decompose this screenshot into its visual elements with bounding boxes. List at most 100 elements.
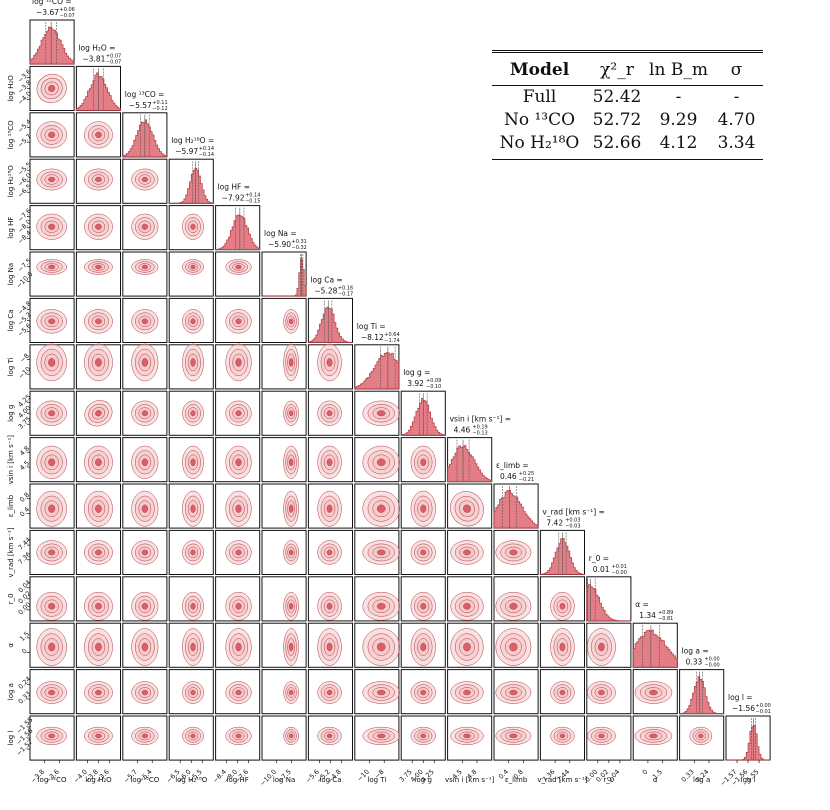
contour-panel: 0.000.020.04r_0	[583, 715, 632, 784]
panel-frame	[400, 529, 446, 576]
contour-panel	[307, 483, 353, 529]
contour-panel	[354, 529, 401, 576]
contour-panel	[75, 622, 121, 668]
contour-panel	[632, 669, 678, 715]
contour-level	[376, 458, 386, 467]
contour-panel	[168, 529, 214, 576]
x-axis-label: log HF	[227, 776, 249, 784]
x-axis-label: r_0	[603, 776, 614, 784]
contour-panel	[493, 576, 539, 622]
model-comparison-table: Model χ²_r ln B_m σ Full 52.42 - - No ¹³…	[492, 50, 763, 160]
contour-level	[559, 733, 566, 739]
param-err-down: −0.21	[519, 477, 534, 483]
panel-frame	[261, 576, 307, 622]
contour-level	[559, 602, 566, 610]
param-title: vsin i [km s⁻¹] =	[450, 415, 511, 424]
contour-level	[95, 458, 102, 467]
y-axis-label: r_0	[7, 593, 15, 604]
contour-level	[326, 458, 333, 467]
table-cell-chi2: 52.42	[592, 87, 642, 107]
table-cell-model: Full	[522, 87, 557, 107]
contour-level	[48, 549, 56, 556]
contour-level	[48, 318, 56, 325]
contour-level	[288, 318, 294, 325]
contour-panel	[75, 669, 121, 715]
param-value: 3.92	[407, 379, 424, 388]
contour-level	[48, 733, 56, 739]
contour-level	[141, 602, 149, 610]
contour-level	[288, 642, 294, 652]
contour-panel	[215, 390, 261, 436]
contour-panel	[400, 669, 446, 715]
histogram-panel: log a = 0.33 +0.00−0.00	[679, 647, 725, 715]
contour-level	[326, 504, 333, 513]
contour-level	[326, 733, 333, 739]
param-title: log ¹²CO =	[32, 0, 72, 6]
contour-level	[420, 549, 427, 556]
contour-level	[463, 504, 471, 513]
param-title: log Ca =	[310, 275, 342, 284]
contour-panel	[493, 529, 539, 576]
contour-panel	[75, 297, 121, 343]
contour-panel	[261, 529, 307, 576]
table-row: No H₂¹⁸O 52.66 4.12 3.34	[492, 132, 763, 155]
contour-panel	[215, 622, 261, 668]
contour-level	[48, 223, 56, 230]
y-axis-label: log ¹³CO	[7, 120, 15, 149]
panel-frame	[122, 669, 168, 715]
histogram-bars	[586, 583, 632, 622]
histogram-panel: log ¹³CO = −5.57 +0.11−0.12	[122, 90, 168, 158]
contour-panel	[400, 529, 446, 576]
contour-level	[649, 733, 658, 739]
param-title: r_0 =	[589, 554, 609, 563]
histogram-panel: v_rad [km s⁻¹] = 7.42 +0.03−0.03	[539, 507, 605, 576]
param-title: log HF =	[218, 183, 250, 192]
histogram-panel: log Na = −5.90 +0.31−0.32	[261, 229, 307, 297]
contour-panel	[354, 437, 401, 483]
param-value: −8.12	[361, 333, 384, 342]
param-err-up: +0.89	[658, 610, 673, 616]
contour-panel	[539, 669, 586, 715]
contour-panel	[215, 251, 261, 297]
param-value: −3.67	[36, 8, 59, 17]
contour-panel	[75, 529, 121, 576]
param-err-up: +0.14	[199, 146, 214, 152]
histogram-bars	[29, 26, 75, 65]
contour-panel	[400, 622, 446, 668]
contour-panel	[168, 576, 214, 622]
param-value: −5.97	[175, 147, 198, 156]
histogram-panel: log H₂¹⁸O = −5.97 +0.14−0.14	[168, 136, 214, 204]
param-title: log ¹³CO =	[125, 90, 165, 99]
param-err-down: −0.14	[199, 152, 214, 158]
param-err-up: +0.06	[60, 7, 75, 13]
panel-frame	[400, 715, 446, 761]
contour-level	[376, 602, 386, 610]
contour-panel	[122, 576, 168, 622]
contour-panel	[122, 297, 168, 343]
contour-level	[141, 549, 149, 556]
contour-panel	[307, 576, 353, 622]
contour-panel	[122, 251, 168, 297]
contour-panel	[354, 622, 401, 668]
contour-panel	[75, 576, 121, 622]
contour-level	[235, 689, 242, 696]
contour-level	[190, 733, 196, 739]
contour-panel	[400, 576, 446, 622]
param-err-up: +0.16	[338, 285, 353, 291]
histogram-panel: log ¹²CO = −3.67 +0.06−0.07	[29, 0, 75, 65]
contour-level	[420, 642, 427, 652]
contour-panel	[75, 343, 121, 390]
contour-level	[95, 602, 102, 610]
contour-level	[235, 642, 242, 652]
y-axis-label: log g	[7, 405, 15, 422]
contour-level	[48, 358, 56, 367]
contour-level	[559, 689, 566, 696]
contour-panel	[122, 483, 168, 529]
contour-level	[141, 642, 149, 652]
x-axis-label: log l	[741, 776, 756, 784]
